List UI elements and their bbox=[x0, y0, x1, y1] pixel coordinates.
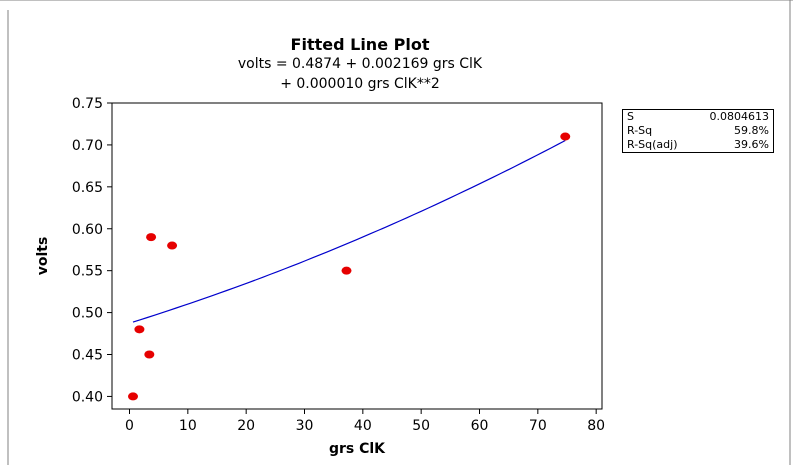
fit-equation-line-2: + 0.000010 grs ClK**2 bbox=[280, 76, 440, 92]
x-tick-label: 80 bbox=[587, 418, 605, 434]
x-tick-label: 60 bbox=[471, 418, 489, 434]
data-point bbox=[146, 233, 157, 242]
stat-row-r-sq: R-Sq 59.8% bbox=[623, 124, 773, 138]
x-tick-label: 0 bbox=[125, 418, 134, 434]
data-point bbox=[560, 132, 571, 141]
y-axis-label: volts bbox=[35, 237, 51, 276]
stat-value: 39.6% bbox=[734, 138, 769, 151]
y-tick-label: 0.50 bbox=[72, 306, 103, 322]
x-tick-label: 40 bbox=[354, 418, 372, 434]
y-tick-label: 0.55 bbox=[72, 264, 103, 280]
x-tick-label: 70 bbox=[529, 418, 547, 434]
stat-row-r-sq-adj: R-Sq(adj) 39.6% bbox=[623, 138, 773, 152]
y-tick-label: 0.70 bbox=[72, 138, 103, 154]
stat-label: R-Sq bbox=[627, 124, 653, 137]
points-group bbox=[128, 132, 571, 401]
y-tick-label: 0.45 bbox=[72, 348, 103, 364]
y-tick-label: 0.40 bbox=[72, 389, 103, 405]
chart-title: Fitted Line Plot bbox=[290, 35, 430, 54]
stat-value: 0.0804613 bbox=[709, 110, 770, 123]
stat-row-s: S 0.0804613 bbox=[623, 110, 773, 124]
data-point bbox=[128, 392, 138, 401]
x-tick-label: 30 bbox=[296, 418, 314, 434]
x-tick-label: 20 bbox=[237, 418, 255, 434]
fit-equation-line-1: volts = 0.4874 + 0.002169 grs ClK bbox=[237, 56, 483, 72]
x-tick-label: 50 bbox=[412, 418, 430, 434]
x-axis: 0 10 20 30 40 50 60 70 80 bbox=[125, 409, 605, 434]
stat-label: R-Sq(adj) bbox=[627, 138, 678, 151]
stats-box: S 0.0804613 R-Sq 59.8% R-Sq(adj) 39.6% bbox=[622, 109, 774, 153]
y-tick-label: 0.60 bbox=[72, 222, 103, 238]
y-tick-label: 0.65 bbox=[72, 180, 103, 196]
data-point bbox=[144, 350, 155, 359]
data-point bbox=[134, 325, 145, 334]
x-tick-label: 10 bbox=[179, 418, 197, 434]
data-point bbox=[167, 241, 178, 250]
fit-line-group bbox=[132, 139, 566, 323]
y-axis: 0.40 0.45 0.50 0.55 0.60 0.65 0.70 0.75 bbox=[72, 96, 112, 405]
stat-value: 59.8% bbox=[734, 124, 769, 137]
y-tick-label: 0.75 bbox=[72, 96, 103, 112]
data-point bbox=[341, 266, 352, 275]
fitted-line bbox=[132, 139, 566, 323]
plot-area bbox=[111, 102, 603, 410]
x-axis-label: grs ClK bbox=[329, 441, 386, 457]
stat-label: S bbox=[627, 110, 634, 123]
